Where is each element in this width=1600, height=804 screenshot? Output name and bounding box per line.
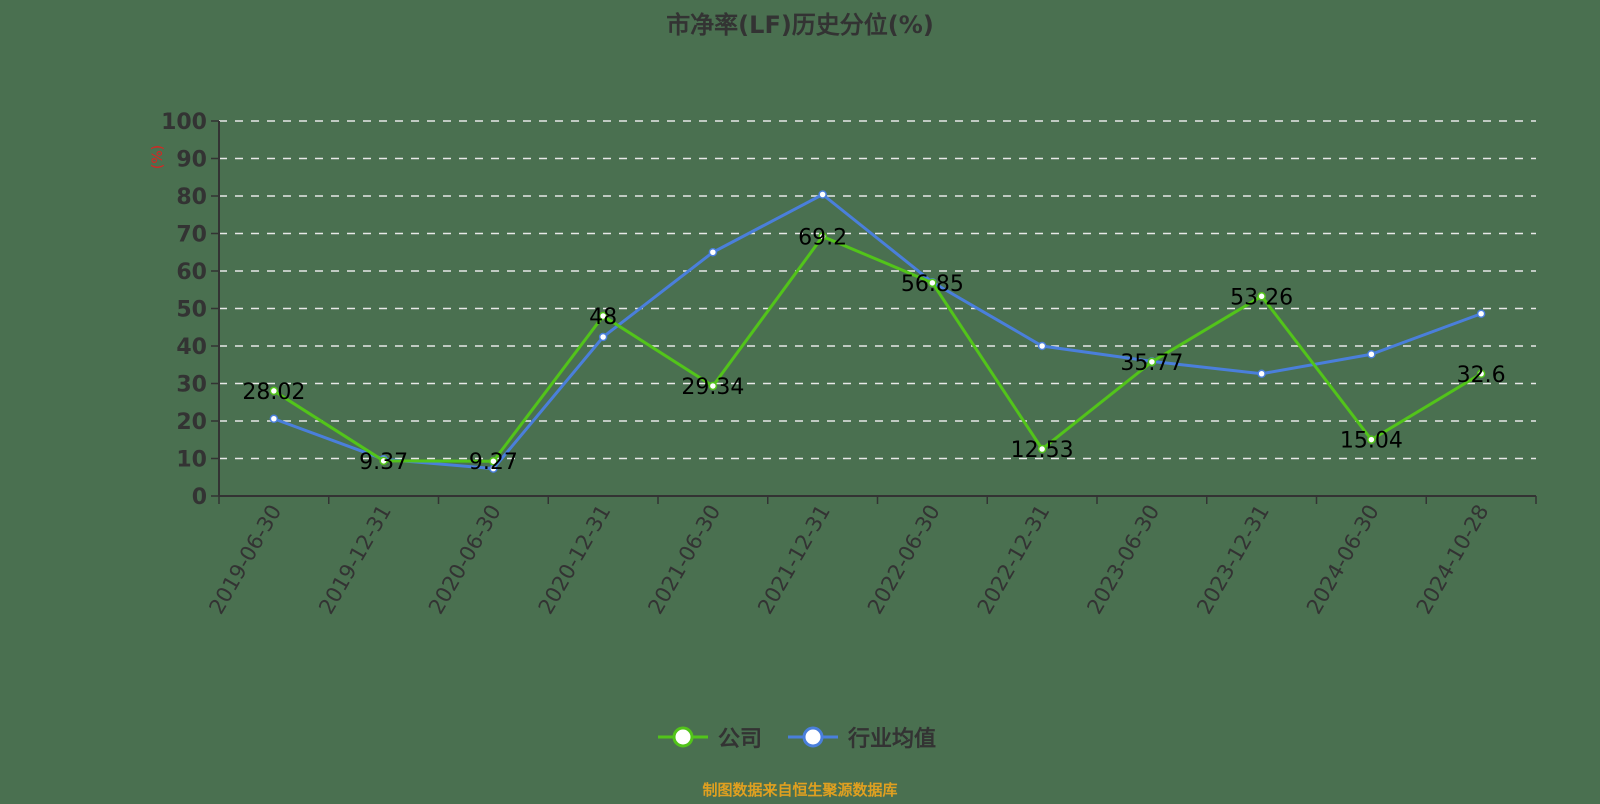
- y-tick-label: 80: [176, 185, 207, 210]
- legend-company-icon: [672, 726, 694, 748]
- data-label: 32.6: [1457, 363, 1506, 388]
- data-point-company: [1257, 292, 1266, 301]
- legend-industry-label: 行业均值: [847, 726, 936, 752]
- x-tick-label: 2023-06-30: [1082, 501, 1164, 619]
- data-point-industry-avg: [598, 332, 608, 342]
- data-point-company: [1367, 435, 1376, 444]
- data-point-industry-avg: [269, 414, 279, 423]
- legend-item-company[interactable]: 公司: [658, 726, 762, 752]
- y-tick-label: 70: [176, 223, 207, 248]
- data-point-company: [818, 232, 827, 241]
- x-tick-label: 2024-06-30: [1302, 501, 1384, 619]
- source-note: 制图数据来自恒生聚源数据库: [702, 781, 897, 799]
- data-point-company: [489, 456, 498, 466]
- series-line-company: [273, 234, 1482, 463]
- data-point-company: [598, 311, 608, 321]
- y-tick-label: 100: [161, 110, 207, 135]
- y-tick-label: 10: [176, 448, 207, 473]
- y-tick-label: 50: [176, 298, 207, 323]
- y-tick-label: 90: [176, 148, 207, 173]
- data-label: 35.77: [1120, 351, 1183, 376]
- data-point-industry-avg: [1037, 341, 1047, 351]
- data-point-industry-avg: [1257, 369, 1266, 378]
- data-label: 12.53: [1011, 438, 1074, 463]
- x-tick-label: 2019-06-30: [204, 501, 286, 619]
- y-tick-label: 60: [176, 260, 207, 285]
- data-label: 56.85: [901, 272, 964, 297]
- data-label: 69.2: [798, 226, 847, 251]
- data-label: 48: [589, 305, 617, 330]
- x-tick-label: 2022-12-31: [973, 501, 1055, 619]
- data-point-industry-avg: [818, 190, 827, 199]
- x-tick-label: 2020-06-30: [424, 501, 506, 619]
- data-point-company: [1147, 357, 1157, 367]
- x-tick-label: 2023-12-31: [1192, 501, 1274, 619]
- data-point-industry-avg: [1367, 350, 1376, 359]
- data-label: 29.34: [681, 375, 744, 400]
- data-point-company: [1037, 444, 1047, 454]
- data-point-company: [708, 381, 718, 391]
- data-label: 53.26: [1230, 285, 1293, 310]
- data-point-company: [1476, 369, 1486, 378]
- data-label: 9.37: [359, 450, 408, 475]
- y-axis-label: (%): [150, 145, 166, 169]
- legend-item-industry-avg[interactable]: 行业均值: [788, 726, 936, 752]
- x-tick-label: 2021-12-31: [753, 501, 835, 619]
- legend: 公司 行业均值: [658, 726, 936, 752]
- data-point-industry-avg: [1476, 309, 1486, 318]
- y-tick-label: 20: [176, 410, 207, 435]
- series-line-industry-avg: [273, 192, 1482, 471]
- data-label: 9.27: [469, 450, 518, 475]
- data-point-company: [379, 456, 388, 466]
- x-tick-label: 2024-10-28: [1412, 501, 1494, 619]
- legend-industry-icon: [802, 726, 824, 748]
- x-tick-label: 2020-12-31: [534, 501, 616, 619]
- data-point-company: [269, 386, 279, 396]
- data-point-industry-avg: [708, 248, 718, 257]
- chart-title: 市净率(LF)历史分位(%): [666, 11, 934, 39]
- y-tick-label: 30: [176, 373, 207, 398]
- data-point-company: [928, 278, 937, 288]
- data-label: 28.02: [242, 380, 305, 405]
- data-label: 15.04: [1340, 429, 1403, 454]
- x-tick-label: 2019-12-31: [314, 501, 396, 619]
- x-tick-label: 2021-06-30: [643, 501, 725, 619]
- x-tick-label: 2022-06-30: [863, 501, 945, 619]
- y-tick-label: 40: [176, 335, 207, 360]
- y-tick-label: 0: [192, 485, 207, 510]
- legend-company-label: 公司: [718, 727, 762, 752]
